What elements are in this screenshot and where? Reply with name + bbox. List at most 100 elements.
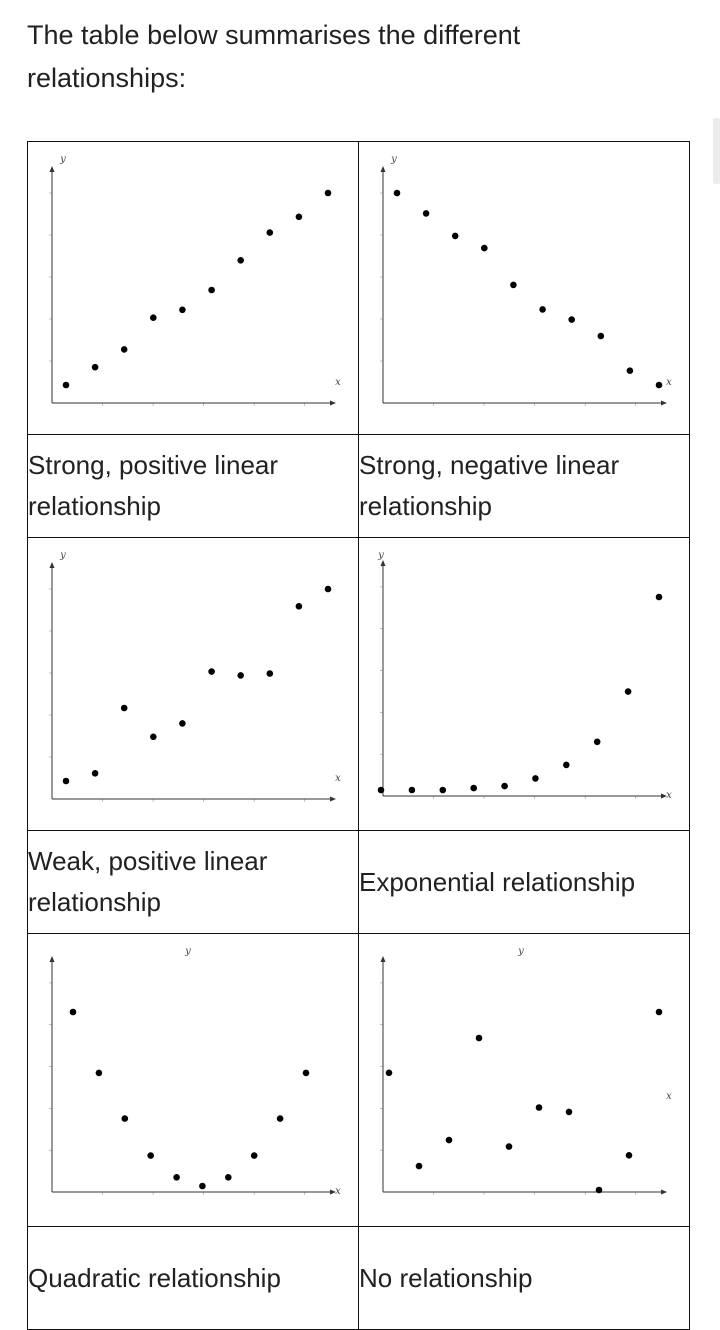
data-point (385, 1069, 393, 1077)
scatter-plot-strong-positive: xy (49, 154, 341, 406)
caption-strong-positive: Strong, positive linear relationship (27, 434, 359, 538)
data-point (199, 1182, 206, 1190)
data-point (539, 306, 546, 313)
data-point (505, 1143, 513, 1150)
data-point (595, 1186, 603, 1194)
data-point (237, 257, 244, 264)
intro-text: The table below summarises the different… (27, 20, 521, 93)
data-point (593, 738, 601, 746)
x-axis-arrow-icon (661, 1189, 667, 1195)
data-point (568, 316, 575, 323)
caption-quadratic: Quadratic relationship (27, 1226, 359, 1330)
data-point (655, 593, 663, 601)
caption-no-relationship: No relationship (358, 1226, 690, 1330)
data-point (377, 786, 385, 794)
x-axis-label: x (666, 790, 672, 801)
y-axis-arrow-icon (49, 562, 55, 568)
data-point (62, 777, 70, 785)
caption-text: Strong, negative linear relationship (359, 450, 620, 521)
y-axis-arrow-icon (380, 166, 386, 172)
data-point (173, 1174, 180, 1181)
data-point (150, 733, 157, 741)
data-point (179, 306, 186, 314)
data-point (655, 381, 663, 389)
scrollbar[interactable] (713, 118, 720, 184)
x-axis-arrow-icon (330, 1189, 336, 1195)
caption-row: Strong, positive linear relationship Str… (27, 434, 690, 538)
data-point (470, 784, 477, 792)
x-axis-arrow-icon (661, 400, 667, 406)
x-axis-label: x (335, 773, 341, 784)
x-axis-label: x (666, 377, 672, 388)
y-axis-arrow-icon (380, 956, 386, 962)
x-axis-arrow-icon (661, 793, 667, 799)
caption-exponential: Exponential relationship (358, 830, 690, 934)
y-axis-label: y (390, 154, 397, 165)
data-point (510, 281, 517, 289)
y-axis-arrow-icon (380, 560, 386, 566)
data-point (150, 314, 157, 321)
scatter-plot-strong-negative: xy (380, 154, 672, 406)
data-point (501, 782, 508, 790)
scatter-plot-quadratic: xy (49, 946, 341, 1197)
y-axis-label: y (377, 550, 384, 561)
caption-row: Quadratic relationship No relationship (27, 1226, 690, 1330)
y-axis-label: y (184, 946, 191, 957)
data-point (475, 1034, 483, 1042)
data-point (408, 786, 416, 794)
caption-strong-negative: Strong, negative linear relationship (358, 434, 690, 538)
scatter-plot-weak-positive: xy (49, 550, 341, 802)
data-point (324, 585, 332, 593)
data-point (225, 1174, 232, 1181)
x-axis-arrow-icon (330, 796, 336, 802)
data-point (120, 704, 128, 712)
data-point (276, 1115, 284, 1122)
data-point (532, 775, 539, 782)
x-axis-arrow-icon (330, 400, 336, 406)
y-axis-label: y (59, 550, 66, 561)
caption-text: Quadratic relationship (28, 1262, 281, 1293)
data-point (415, 1162, 423, 1170)
scatter-plot-exponential: xy (377, 550, 672, 801)
data-point (266, 670, 274, 677)
data-point (266, 229, 274, 236)
caption-row: Weak, positive linear relationship Expon… (27, 830, 690, 934)
y-axis-label: y (517, 946, 524, 957)
data-point (69, 1008, 77, 1016)
data-point (563, 761, 570, 769)
data-point (655, 1008, 663, 1016)
data-point (95, 1069, 103, 1077)
data-point (393, 189, 401, 197)
y-axis-label: y (59, 154, 66, 165)
data-point (147, 1152, 154, 1159)
data-point (250, 1152, 258, 1159)
data-point (91, 363, 99, 371)
data-point (625, 1152, 633, 1159)
caption-text: Exponential relationship (359, 866, 636, 897)
data-point (422, 210, 430, 217)
caption-text: Strong, positive linear relationship (28, 450, 279, 521)
scatter-plot-no-relationship: xy (380, 946, 672, 1195)
x-axis-label: x (335, 1186, 341, 1197)
data-point (565, 1108, 573, 1116)
x-axis-label: x (666, 1091, 672, 1102)
data-point (439, 786, 447, 794)
caption-text: No relationship (359, 1262, 533, 1293)
data-point (624, 688, 632, 695)
x-axis-label: x (335, 377, 341, 388)
data-point (208, 286, 215, 294)
data-point (237, 672, 244, 679)
data-point (295, 603, 303, 610)
data-point (626, 367, 634, 374)
data-point (324, 189, 332, 197)
data-point (535, 1104, 543, 1111)
data-point (295, 213, 303, 221)
data-point (179, 720, 186, 727)
data-point (445, 1136, 453, 1144)
